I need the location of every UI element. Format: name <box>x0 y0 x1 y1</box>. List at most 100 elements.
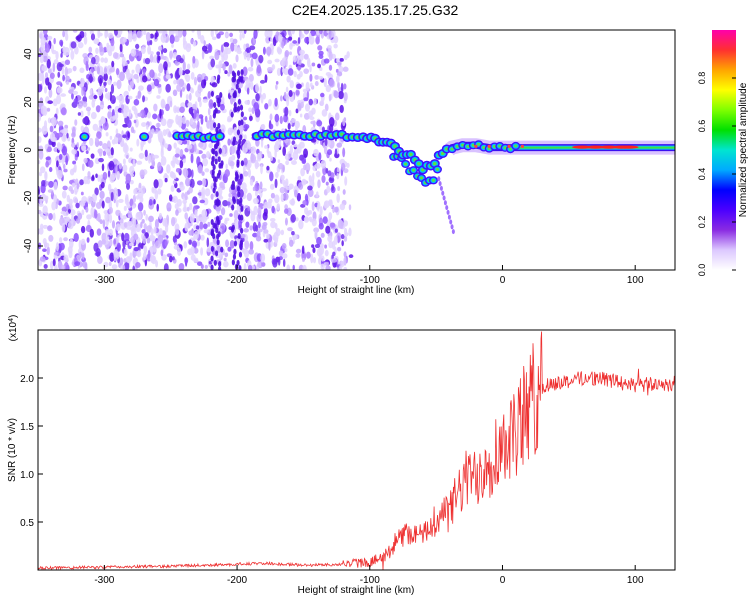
noise-speckle <box>285 58 288 68</box>
noise-speckle <box>69 209 76 216</box>
noise-speckle <box>62 30 66 38</box>
noise-speckle <box>38 209 42 215</box>
tail-speckle <box>441 190 445 196</box>
noise-speckle <box>224 70 228 75</box>
noise-speckle <box>252 232 258 238</box>
noise-speckle <box>137 112 143 117</box>
noise-speckle <box>258 221 261 229</box>
noise-speckle <box>332 206 335 214</box>
noise-speckle <box>48 212 53 221</box>
noise-speckle <box>262 211 268 221</box>
noise-speckle <box>314 230 318 240</box>
noise-speckle <box>310 82 313 88</box>
noise-speckle <box>277 47 282 55</box>
noise-speckle <box>285 86 289 93</box>
noise-speckle <box>53 181 58 191</box>
noise-speckle <box>49 125 54 133</box>
noise-speckle <box>164 172 168 178</box>
noise-speckle <box>91 99 96 108</box>
noise-speckle <box>141 122 147 128</box>
noise-speckle <box>122 37 127 43</box>
noise-speckle <box>248 248 254 255</box>
noise-speckle <box>56 160 59 168</box>
noise-speckle <box>211 82 218 88</box>
noise-speckle <box>296 65 302 71</box>
noise-speckle <box>276 203 281 211</box>
noise-speckle <box>123 109 128 119</box>
noise-speckle <box>229 145 236 155</box>
noise-speckle <box>137 202 144 212</box>
noise-speckle <box>292 264 295 270</box>
noise-speckle <box>66 211 69 216</box>
noise-speckle <box>65 75 70 82</box>
noise-speckle <box>38 203 44 207</box>
noise-speckle <box>298 30 302 39</box>
noise-speckle <box>61 66 65 75</box>
noise-speckle <box>156 51 161 56</box>
streak-speckle <box>217 74 221 81</box>
noise-speckle <box>96 228 102 236</box>
streak-speckle <box>231 204 235 211</box>
noise-speckle <box>276 67 281 77</box>
noise-speckle <box>74 46 79 55</box>
noise-speckle <box>145 214 148 221</box>
noise-speckle <box>153 78 160 87</box>
noise-speckle <box>160 156 167 166</box>
noise-speckle <box>325 167 329 174</box>
ridge-blob-core <box>409 152 413 156</box>
noise-speckle <box>126 221 133 227</box>
noise-speckle <box>99 190 105 200</box>
noise-speckle <box>277 159 281 164</box>
noise-speckle <box>142 251 147 261</box>
snr-x-label: Height of straight line (km) <box>298 585 415 596</box>
streak-speckle <box>236 152 241 159</box>
colorbar: 0.0 0.2 0.4 0.6 0.8 Normalized spectral ampl… <box>697 30 749 276</box>
noise-speckle <box>147 111 151 119</box>
noise-speckle <box>207 107 211 116</box>
noise-speckle <box>338 66 344 73</box>
tail-speckle <box>438 181 442 187</box>
noise-speckle <box>285 186 292 191</box>
colorbar-label: Normalized spectral amplitude <box>738 82 749 217</box>
noise-speckle <box>174 69 180 80</box>
noise-speckle <box>223 257 227 262</box>
noise-speckle <box>299 49 305 55</box>
noise-speckle <box>243 43 247 51</box>
noise-speckle <box>328 64 333 71</box>
noise-speckle <box>158 212 163 220</box>
noise-speckle <box>125 173 132 184</box>
streak-speckle <box>240 160 244 167</box>
noise-speckle <box>302 88 307 93</box>
noise-speckle <box>111 60 115 68</box>
noise-speckle <box>133 188 137 195</box>
noise-speckle <box>56 81 62 86</box>
streak-speckle <box>230 111 234 118</box>
noise-speckle <box>224 217 230 222</box>
noise-speckle <box>85 106 92 112</box>
noise-speckle <box>203 40 206 46</box>
noise-speckle <box>66 194 71 203</box>
noise-speckle <box>85 60 89 69</box>
noise-speckle <box>334 228 338 233</box>
noise-speckle <box>302 257 305 263</box>
noise-speckle <box>271 205 275 214</box>
noise-speckle <box>90 207 95 217</box>
noise-speckle <box>324 244 328 249</box>
noise-speckle <box>164 177 168 183</box>
noise-speckle <box>150 128 155 135</box>
snr-y-axis: 0.5 1.0 1.5 2.0 <box>20 374 43 529</box>
streak-speckle <box>237 214 242 221</box>
noise-speckle <box>108 261 112 267</box>
noise-speckle <box>148 215 154 222</box>
noise-speckle <box>127 95 133 100</box>
noise-speckle <box>62 127 69 135</box>
noise-speckle <box>55 51 59 60</box>
noise-speckle <box>202 223 208 230</box>
streak-speckle <box>216 97 220 104</box>
streak-speckle <box>237 232 241 239</box>
x-tick-label: 100 <box>627 575 644 586</box>
noise-speckle <box>38 127 42 133</box>
noise-speckle <box>300 167 306 177</box>
noise-speckle <box>227 138 231 146</box>
noise-speckle <box>115 209 121 217</box>
